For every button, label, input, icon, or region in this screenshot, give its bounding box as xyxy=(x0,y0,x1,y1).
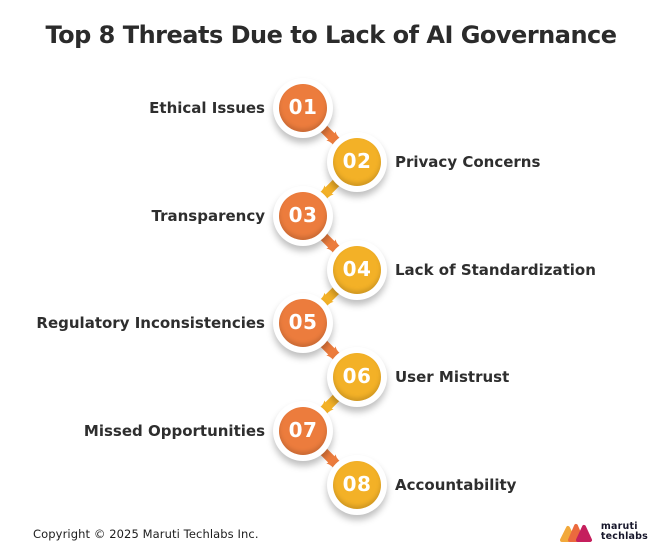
item-circle: 05 xyxy=(273,293,333,353)
item-number: 02 xyxy=(342,149,372,173)
item-circle: 06 xyxy=(327,347,387,407)
item-number: 06 xyxy=(342,364,372,388)
item-label: Privacy Concerns xyxy=(395,153,541,171)
logo-wordmark: maruti techlabs xyxy=(600,520,648,543)
item-circle: 01 xyxy=(273,78,333,138)
item-circle-fill: 04 xyxy=(333,246,381,294)
item-circle-fill: 01 xyxy=(279,84,327,132)
item-circle: 04 xyxy=(327,240,387,300)
item-label: Accountability xyxy=(395,476,517,494)
item-number: 07 xyxy=(288,418,318,442)
item-label: Missed Opportunities xyxy=(83,422,265,440)
item-number: 03 xyxy=(288,203,318,227)
item-circle: 07 xyxy=(273,401,333,461)
item-circle-fill: 05 xyxy=(279,299,327,347)
item-number: 04 xyxy=(342,257,372,281)
item-label: Regulatory Inconsistencies xyxy=(36,314,265,332)
item-circle-fill: 08 xyxy=(333,461,381,509)
item-circle-fill: 06 xyxy=(333,353,381,401)
item-circle: 03 xyxy=(273,186,333,246)
copyright-text: Copyright © 2025 Maruti Techlabs Inc. xyxy=(33,527,259,541)
item-label: Lack of Standardization xyxy=(395,261,596,279)
item-label: Ethical Issues xyxy=(149,99,265,117)
item-circle: 08 xyxy=(327,455,387,515)
page-title: Top 8 Threats Due to Lack of AI Governan… xyxy=(45,21,617,49)
item-circle: 02 xyxy=(327,132,387,192)
maruti-techlabs-logo: maruti techlabs xyxy=(558,521,648,543)
item-number: 05 xyxy=(288,310,318,334)
item-label: Transparency xyxy=(151,207,266,225)
logo-mark-icon xyxy=(559,524,592,542)
item-number: 01 xyxy=(288,95,318,119)
item-number: 08 xyxy=(342,472,372,496)
item-circle-fill: 03 xyxy=(279,192,327,240)
item-label: User Mistrust xyxy=(395,368,510,386)
logo-word-maruti: maruti xyxy=(600,520,638,532)
item-circle-fill: 02 xyxy=(333,138,381,186)
logo-word-techlabs: techlabs xyxy=(600,531,648,542)
item-circle-fill: 07 xyxy=(279,407,327,455)
